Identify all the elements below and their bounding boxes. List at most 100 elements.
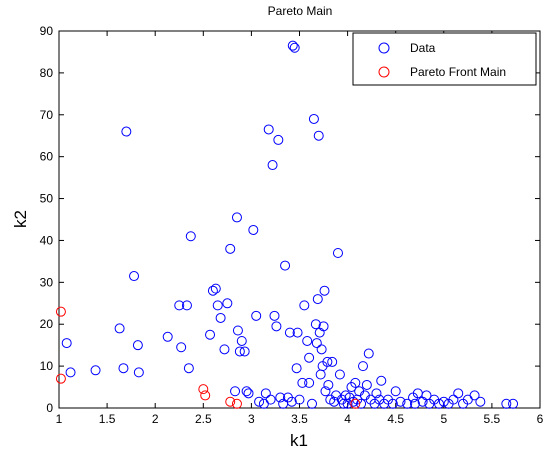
pareto-point <box>231 398 242 409</box>
data-point <box>299 300 310 311</box>
data-point <box>90 365 101 376</box>
x-tick-label: 6 <box>537 412 544 426</box>
data-point <box>236 335 247 346</box>
data-point <box>501 398 512 409</box>
data-point <box>248 224 259 235</box>
data-point <box>409 398 420 409</box>
data-point <box>387 398 398 409</box>
data-point <box>361 379 372 390</box>
data-point <box>475 396 486 407</box>
pareto-point <box>198 384 209 395</box>
data-point <box>332 248 343 259</box>
data-point <box>350 377 361 388</box>
data-point <box>438 396 449 407</box>
x-tick-label: 4.5 <box>387 412 404 426</box>
data-point <box>286 396 297 407</box>
data-point <box>310 319 321 330</box>
x-tick-label: 2 <box>152 412 159 426</box>
x-tick-label: 4 <box>344 412 351 426</box>
data-point <box>308 113 319 124</box>
plot-area <box>58 30 541 409</box>
pareto-point <box>225 396 236 407</box>
data-point <box>273 134 284 145</box>
pareto-point <box>350 398 361 409</box>
data-point <box>363 348 374 359</box>
data-point <box>183 363 194 374</box>
y-tick-label: 70 <box>40 108 54 122</box>
data-point <box>329 396 340 407</box>
data-point <box>307 398 318 409</box>
data-point <box>316 344 327 355</box>
legend-label-pareto: Pareto Front Main <box>410 65 506 79</box>
x-tick-label: 5.5 <box>484 412 501 426</box>
data-point <box>448 394 459 405</box>
data-point <box>304 377 315 388</box>
data-point <box>320 386 331 397</box>
y-tick-label: 90 <box>40 24 54 38</box>
y-tick-label: 60 <box>40 150 54 164</box>
x-axis: 1 1.5 2 2.5 3 3.5 4 4.5 5 5.5 6 <box>56 31 544 426</box>
data-point <box>260 388 271 399</box>
data-point <box>323 379 334 390</box>
data-point <box>162 331 173 342</box>
series-data <box>61 40 519 409</box>
y-tick-label: 30 <box>40 275 54 289</box>
data-point <box>280 260 291 271</box>
x-tick-label: 2.5 <box>195 412 212 426</box>
data-point <box>402 398 413 409</box>
data-point <box>322 356 333 367</box>
data-point <box>319 285 330 296</box>
data-point <box>371 388 382 399</box>
legend: Data Pareto Front Main <box>352 32 537 86</box>
y-tick-label: 50 <box>40 192 54 206</box>
data-point <box>222 298 233 309</box>
data-point <box>334 369 345 380</box>
legend-marker-data <box>378 42 390 54</box>
data-point <box>508 398 519 409</box>
data-point <box>176 342 187 353</box>
data-point <box>61 338 72 349</box>
data-point <box>174 300 185 311</box>
data-point <box>311 338 322 349</box>
data-point <box>318 321 329 332</box>
data-point <box>241 386 252 397</box>
chart-title: Pareto Main <box>268 4 333 18</box>
data-point <box>292 327 303 338</box>
data-point <box>210 283 221 294</box>
data-point <box>239 346 250 357</box>
x-tick-label: 1.5 <box>99 412 116 426</box>
series-layer <box>55 40 519 409</box>
data-point <box>376 375 387 386</box>
data-point <box>469 390 480 401</box>
y-axis-label: k2 <box>11 210 30 228</box>
plot-frame <box>58 30 541 409</box>
data-point <box>287 40 298 51</box>
data-point <box>231 212 242 223</box>
data-point <box>65 367 76 378</box>
legend-marker-pareto <box>378 66 390 78</box>
y-tick-label: 80 <box>40 66 54 80</box>
x-tick-label: 3.5 <box>291 412 308 426</box>
data-point <box>302 335 313 346</box>
legend-label-data: Data <box>410 41 436 55</box>
data-point <box>232 325 243 336</box>
data-point <box>297 377 308 388</box>
data-point <box>356 398 367 409</box>
data-point <box>215 312 226 323</box>
data-point <box>284 327 295 338</box>
data-point <box>453 388 464 399</box>
data-point <box>342 398 353 409</box>
data-point <box>265 394 276 405</box>
data-point <box>395 396 406 407</box>
data-point <box>304 352 315 363</box>
data-point <box>212 300 223 311</box>
data-point <box>294 394 305 405</box>
data-point <box>263 124 274 135</box>
data-point <box>121 126 132 137</box>
data-point <box>225 243 236 254</box>
x-tick-label: 1 <box>56 412 63 426</box>
data-point <box>289 42 300 53</box>
data-point <box>243 388 254 399</box>
data-point <box>234 346 245 357</box>
